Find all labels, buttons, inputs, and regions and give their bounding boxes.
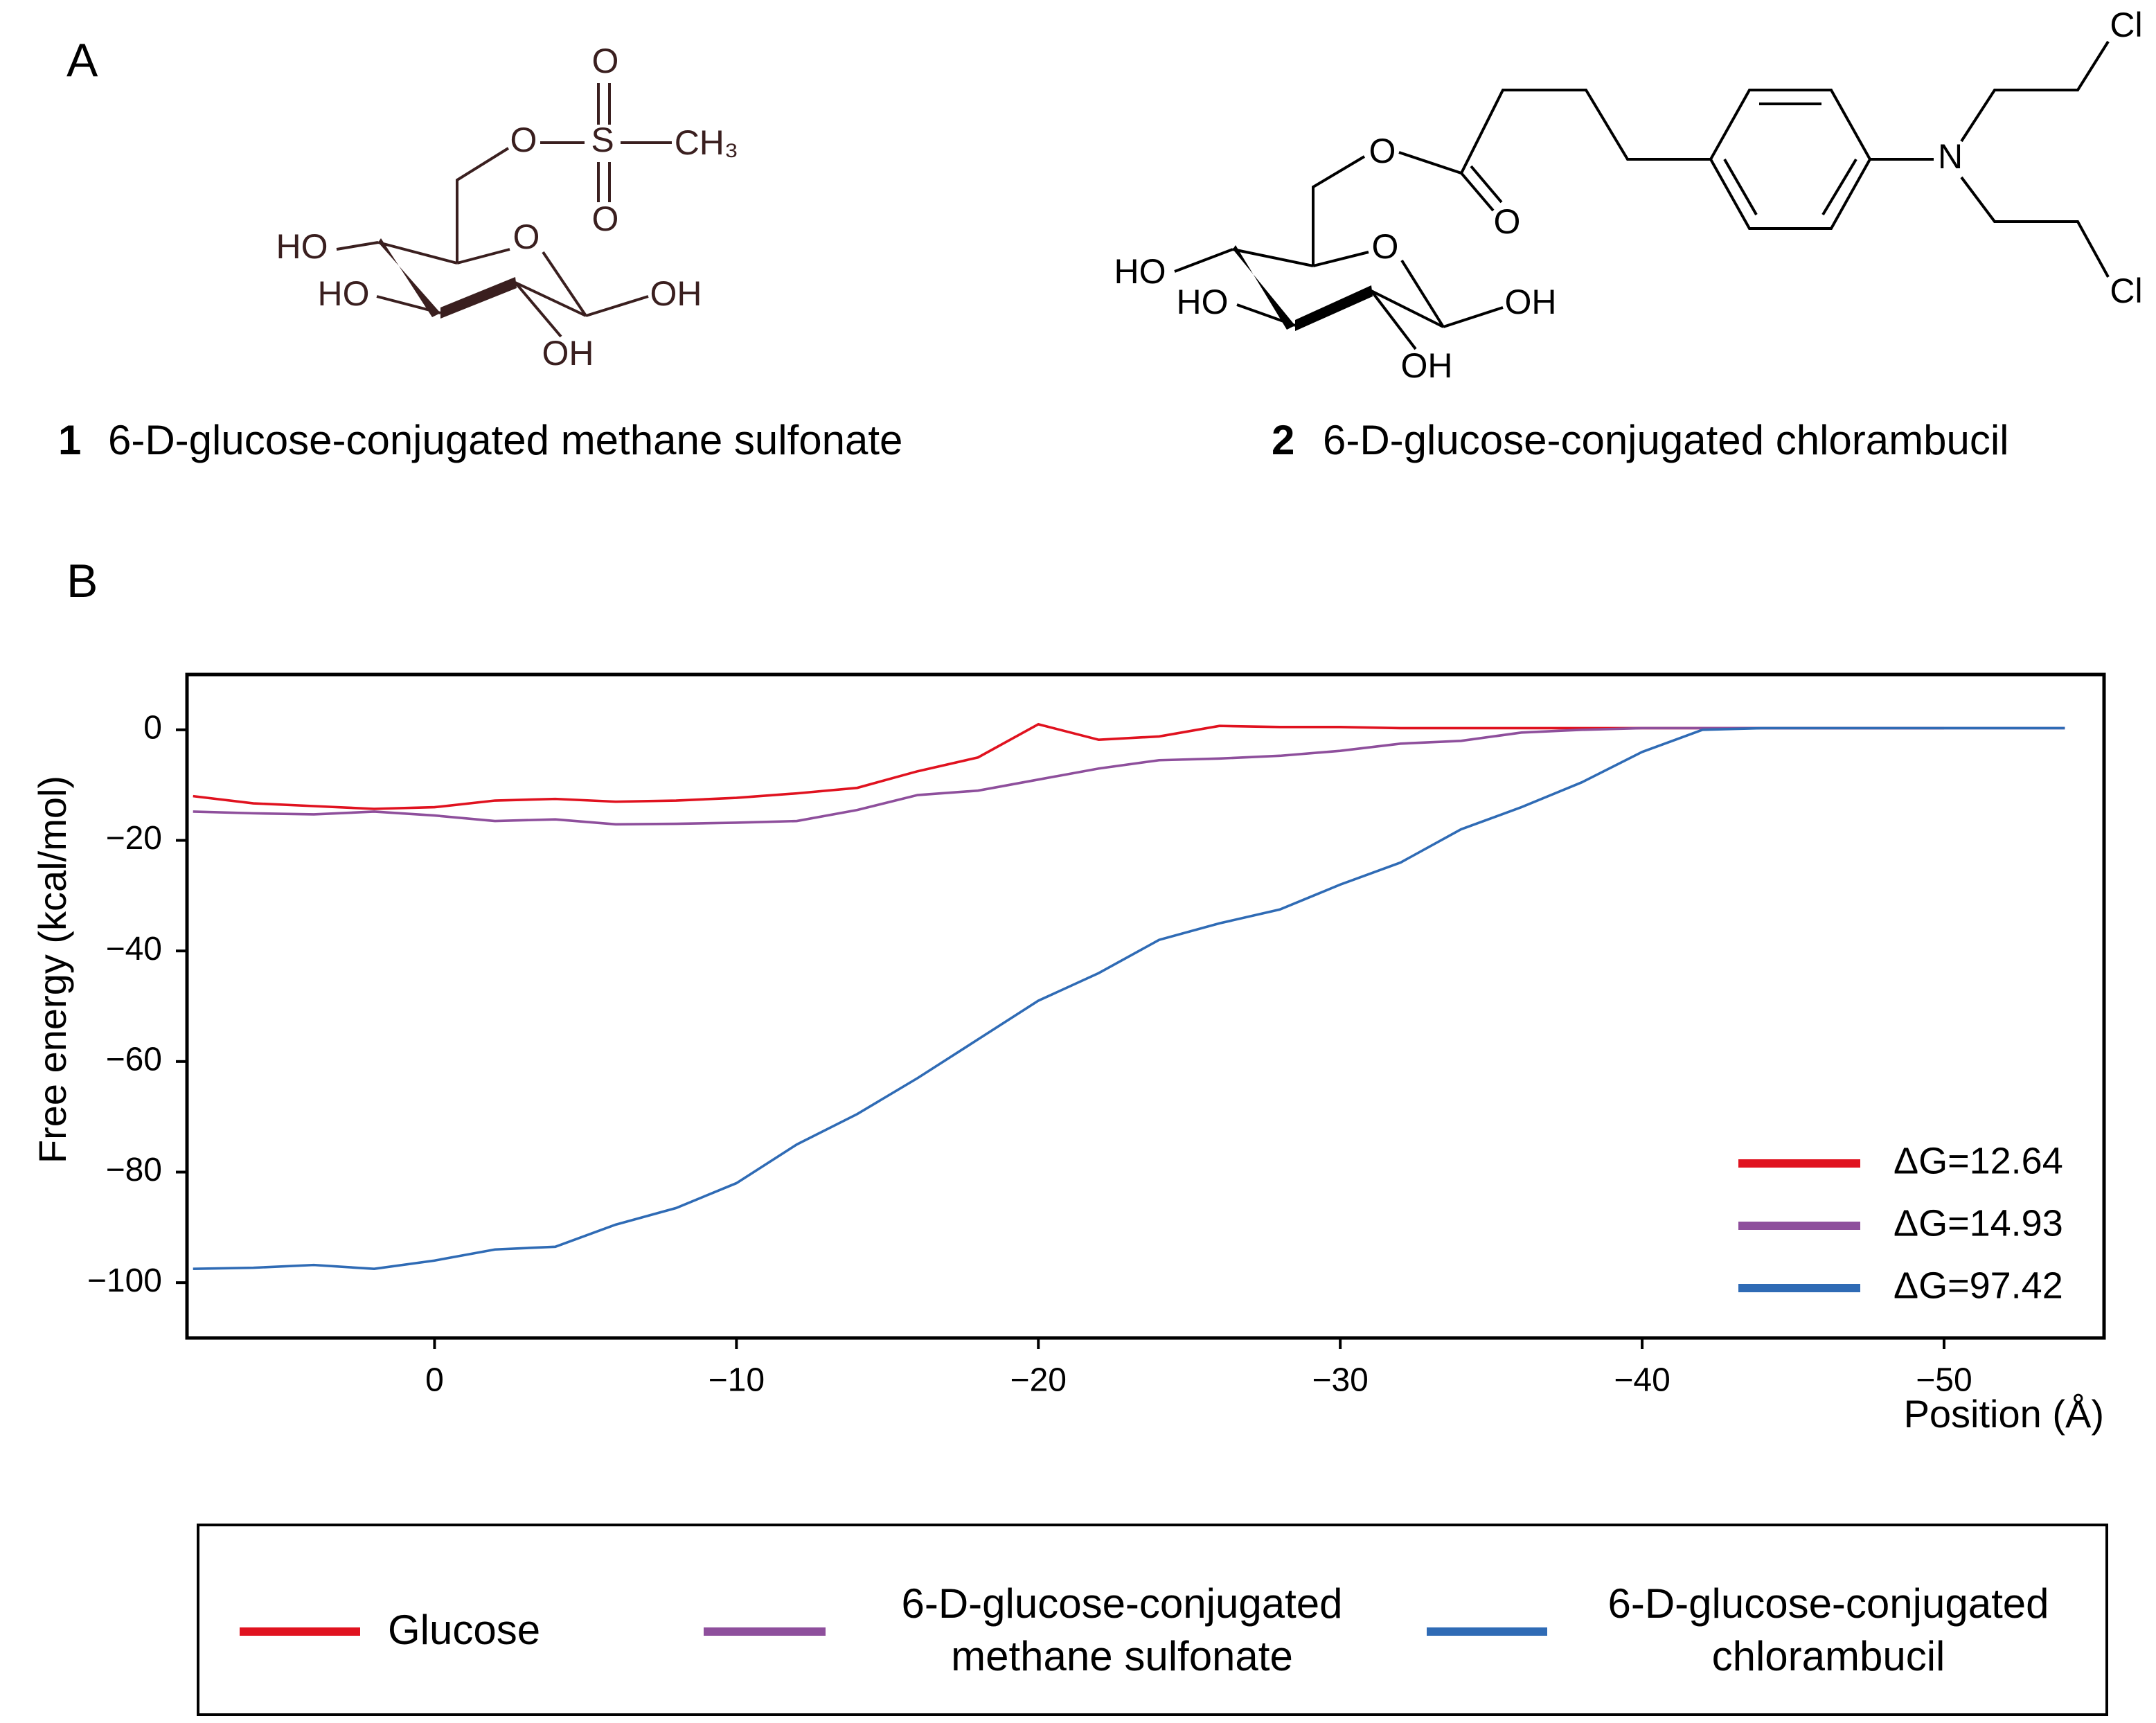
legend-label: Glucose <box>388 1607 541 1653</box>
atom-label: CH₃ <box>675 123 739 162</box>
structure-2-bonds <box>1174 40 2110 350</box>
atom-label: O <box>1369 132 1396 170</box>
atom-label: HO <box>1177 283 1229 321</box>
bond <box>1174 248 1233 273</box>
bond <box>585 295 649 317</box>
y-tick-label: −60 <box>106 1042 162 1078</box>
y-tick-label: 0 <box>143 710 162 747</box>
atom-label: O <box>1494 202 1521 241</box>
atom-label: S <box>591 120 614 159</box>
panel-label: A <box>66 34 98 87</box>
wedge <box>1295 285 1373 331</box>
atom-label: O <box>510 120 537 159</box>
bond <box>1960 176 2110 278</box>
atom-label: O <box>513 217 540 256</box>
y-tick-label: −40 <box>106 931 162 967</box>
legend-annotation: ΔG=12.64 <box>1894 1140 2063 1181</box>
y-tick-label: −80 <box>106 1152 162 1188</box>
x-axis-title: Position (Å) <box>1904 1392 2104 1436</box>
atom-label: OH <box>650 274 702 313</box>
x-tick-label: 0 <box>425 1362 444 1399</box>
bond <box>1400 259 1445 328</box>
atom-label: OH <box>1401 346 1453 385</box>
legend-label: 6-D-glucose-conjugated methane sulfonate <box>901 1581 1343 1679</box>
atom-label: Cl <box>2110 6 2142 44</box>
double-bond <box>597 83 611 202</box>
atom-label: HO <box>318 274 370 313</box>
ring-bonds <box>1723 102 1857 216</box>
legend-label-box: Glucose <box>388 1607 541 1653</box>
y-axis-title: Free energy (kcal/mol) <box>30 776 74 1163</box>
atom-label: OH <box>542 334 594 373</box>
bond <box>515 281 587 317</box>
atom-label: O <box>592 42 619 80</box>
legend-label-box: 6-D-glucose-conjugated chlorambucil <box>1607 1581 2049 1679</box>
bond <box>1443 306 1504 328</box>
y-tick-label: −100 <box>87 1262 162 1299</box>
y-tick-label: −20 <box>106 820 162 857</box>
double-bond <box>1460 165 1503 212</box>
bond <box>456 147 510 263</box>
bond <box>1312 251 1369 267</box>
bond <box>1398 89 1711 175</box>
structure-1-bonds <box>336 83 672 338</box>
x-tick-label: −20 <box>1010 1362 1067 1399</box>
legend-label-box: 6-D-glucose-conjugated methane sulfonate <box>901 1581 1343 1679</box>
bond <box>1312 155 1366 266</box>
atom-label: O <box>592 199 619 238</box>
panel-label: B <box>66 555 98 607</box>
atom-label: HO <box>276 227 328 266</box>
bond <box>376 295 441 314</box>
atom-label: OH <box>1505 283 1557 321</box>
atom-label: O <box>1372 227 1399 266</box>
x-tick-label: −10 <box>709 1362 765 1399</box>
bond <box>542 251 587 317</box>
compound-number: 2 <box>1272 417 1294 463</box>
wedge <box>1233 245 1295 330</box>
bond <box>377 241 458 265</box>
legend-label: 6-D-glucose-conjugated chlorambucil <box>1607 1581 2049 1679</box>
legend-box <box>197 1524 2108 1716</box>
compound-name: 6-D-glucose-conjugated chlorambucil <box>1323 417 2009 463</box>
bond <box>514 281 562 338</box>
atom-label: HO <box>1114 252 1166 291</box>
wedge <box>440 277 517 319</box>
legend-annotation: ΔG=97.42 <box>1894 1265 2063 1306</box>
bond <box>1371 289 1444 328</box>
bond <box>456 248 510 265</box>
atom-label: N <box>1938 137 1963 176</box>
data-line <box>193 726 2065 1271</box>
wedge <box>378 238 440 317</box>
x-tick-label: −40 <box>1614 1362 1670 1399</box>
x-tick-label: −50 <box>1916 1362 1972 1399</box>
compound-number: 1 <box>58 417 81 463</box>
atom-label: Cl <box>2110 271 2142 310</box>
legend-annotation: ΔG=14.93 <box>1894 1202 2063 1244</box>
bond <box>1236 303 1296 327</box>
bond <box>1232 248 1314 267</box>
x-tick-label: −30 <box>1312 1362 1368 1399</box>
bond <box>1960 40 2110 143</box>
compound-name: 6-D-glucose-conjugated methane sulfonate <box>108 417 902 463</box>
bond <box>336 241 379 251</box>
bond <box>1370 289 1417 350</box>
plot-frame <box>185 672 2106 1340</box>
